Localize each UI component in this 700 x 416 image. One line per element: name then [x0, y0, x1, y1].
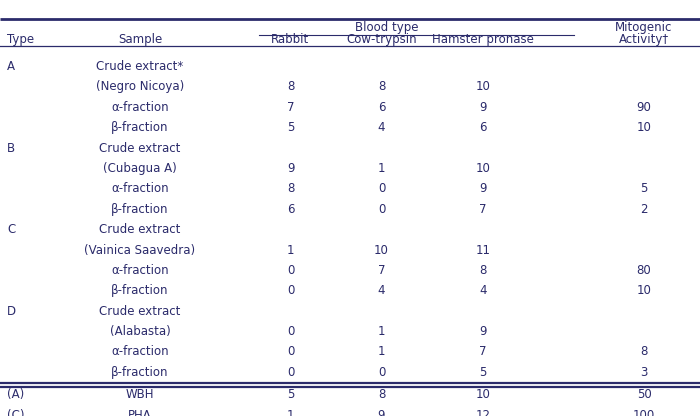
Text: Sample: Sample [118, 33, 162, 46]
Text: 3: 3 [640, 366, 648, 379]
Text: Mitogenic: Mitogenic [615, 20, 673, 34]
Text: 12: 12 [475, 409, 491, 416]
Text: 8: 8 [287, 182, 294, 196]
Text: 2: 2 [640, 203, 648, 216]
Text: 50: 50 [636, 388, 652, 401]
Text: Rabbit: Rabbit [272, 33, 309, 46]
Text: 4: 4 [378, 284, 385, 297]
Text: 10: 10 [636, 284, 652, 297]
Text: β-fraction: β-fraction [111, 366, 169, 379]
Text: 90: 90 [636, 101, 652, 114]
Text: 100: 100 [633, 409, 655, 416]
Text: Crude extract*: Crude extract* [97, 60, 183, 73]
Text: 0: 0 [287, 284, 294, 297]
Text: 7: 7 [287, 101, 294, 114]
Text: 8: 8 [378, 80, 385, 94]
Text: 1: 1 [287, 243, 294, 257]
Text: 7: 7 [480, 203, 486, 216]
Text: 0: 0 [287, 345, 294, 359]
Text: 0: 0 [287, 325, 294, 338]
Text: 5: 5 [287, 121, 294, 134]
Text: 9: 9 [378, 409, 385, 416]
Text: (Vainica Saavedra): (Vainica Saavedra) [85, 243, 195, 257]
Text: Activity†: Activity† [619, 33, 669, 46]
Text: 0: 0 [287, 366, 294, 379]
Text: 10: 10 [475, 80, 491, 94]
Text: Cow-trypsin: Cow-trypsin [346, 33, 416, 46]
Text: 4: 4 [480, 284, 486, 297]
Text: 10: 10 [475, 162, 491, 175]
Text: 10: 10 [475, 388, 491, 401]
Text: α-fraction: α-fraction [111, 101, 169, 114]
Text: 10: 10 [374, 243, 389, 257]
Text: 7: 7 [480, 345, 486, 359]
Text: 9: 9 [480, 325, 486, 338]
Text: Crude extract: Crude extract [99, 141, 181, 155]
Text: Blood type: Blood type [356, 20, 419, 34]
Text: 80: 80 [636, 264, 652, 277]
Text: D: D [7, 305, 16, 318]
Text: 9: 9 [287, 162, 294, 175]
Text: 5: 5 [480, 366, 486, 379]
Text: Crude extract: Crude extract [99, 223, 181, 236]
Text: (Cubagua A): (Cubagua A) [103, 162, 177, 175]
Text: (C): (C) [7, 409, 24, 416]
Text: Hamster pronase: Hamster pronase [432, 33, 534, 46]
Text: 9: 9 [480, 101, 486, 114]
Text: 0: 0 [287, 264, 294, 277]
Text: B: B [7, 141, 15, 155]
Text: 0: 0 [378, 366, 385, 379]
Text: 0: 0 [378, 182, 385, 196]
Text: 9: 9 [480, 182, 486, 196]
Text: Crude extract: Crude extract [99, 305, 181, 318]
Text: 4: 4 [378, 121, 385, 134]
Text: 8: 8 [640, 345, 648, 359]
Text: α-fraction: α-fraction [111, 345, 169, 359]
Text: 8: 8 [378, 388, 385, 401]
Text: 10: 10 [636, 121, 652, 134]
Text: 1: 1 [378, 162, 385, 175]
Text: 0: 0 [378, 203, 385, 216]
Text: 1: 1 [378, 345, 385, 359]
Text: 11: 11 [475, 243, 491, 257]
Text: 1: 1 [287, 409, 294, 416]
Text: 6: 6 [480, 121, 486, 134]
Text: 7: 7 [378, 264, 385, 277]
Text: 8: 8 [480, 264, 486, 277]
Text: β-fraction: β-fraction [111, 284, 169, 297]
Text: Type: Type [7, 33, 34, 46]
Text: 8: 8 [287, 80, 294, 94]
Text: α-fraction: α-fraction [111, 264, 169, 277]
Text: α-fraction: α-fraction [111, 182, 169, 196]
Text: PHA: PHA [128, 409, 152, 416]
Text: 5: 5 [287, 388, 294, 401]
Text: A: A [7, 60, 15, 73]
Text: β-fraction: β-fraction [111, 203, 169, 216]
Text: WBH: WBH [126, 388, 154, 401]
Text: C: C [7, 223, 15, 236]
Text: β-fraction: β-fraction [111, 121, 169, 134]
Text: 1: 1 [378, 325, 385, 338]
Text: (Alabasta): (Alabasta) [110, 325, 170, 338]
Text: 5: 5 [640, 182, 648, 196]
Text: 6: 6 [378, 101, 385, 114]
Text: (A): (A) [7, 388, 24, 401]
Text: (Negro Nicoya): (Negro Nicoya) [96, 80, 184, 94]
Text: 6: 6 [287, 203, 294, 216]
